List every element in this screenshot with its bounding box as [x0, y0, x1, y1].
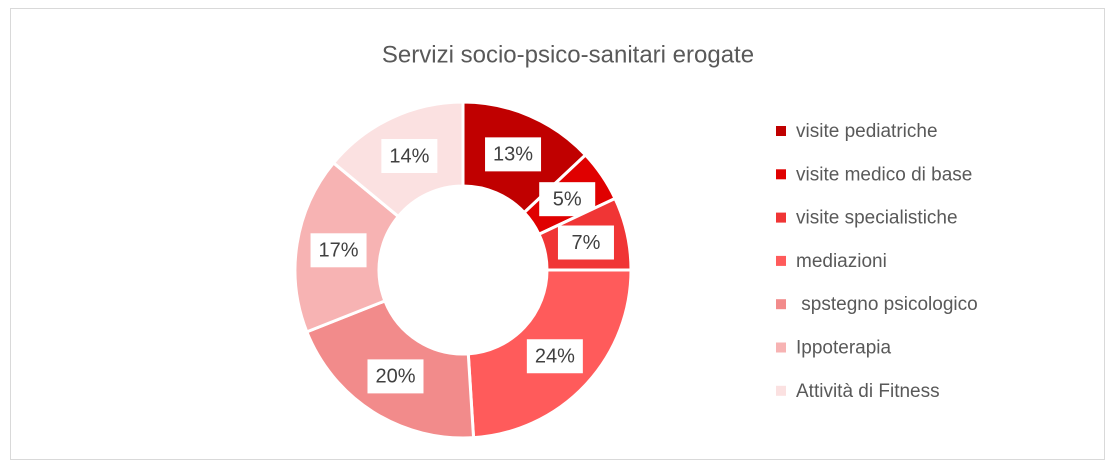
data-label-box: [310, 233, 367, 268]
data-label-box: [526, 339, 583, 374]
legend-swatch: [776, 385, 786, 396]
data-label-box: [367, 359, 424, 394]
legend-label: spstegno psicologico: [796, 294, 978, 315]
legend-swatch: [776, 255, 786, 266]
data-label: 14%: [389, 145, 429, 167]
data-label: 13%: [493, 144, 533, 166]
data-label-box: [557, 225, 614, 260]
legend-swatch: [776, 169, 786, 180]
legend-swatch: [776, 212, 786, 223]
legend-label: visite specialistiche: [796, 208, 958, 229]
legend-label: mediazioni: [796, 251, 887, 272]
data-label: 7%: [572, 232, 601, 254]
legend-swatch: [776, 126, 786, 136]
data-label: 24%: [535, 346, 575, 368]
legend-label: Ippoterapia: [796, 338, 892, 359]
legend-label: Attività di Fitness: [796, 381, 940, 402]
data-label-box: [381, 138, 438, 173]
data-label-box: [485, 137, 542, 172]
chart-title: Servizi socio-psico-sanitari erogate: [382, 41, 754, 68]
legend-label: visite medico di base: [796, 164, 972, 185]
legend-swatch: [776, 342, 786, 353]
data-label: 17%: [319, 240, 359, 262]
legend-swatch: [776, 299, 786, 310]
legend-label: visite pediatriche: [796, 121, 938, 142]
data-label: 20%: [375, 366, 415, 388]
data-label-box: [539, 182, 596, 217]
data-label: 5%: [553, 188, 582, 210]
